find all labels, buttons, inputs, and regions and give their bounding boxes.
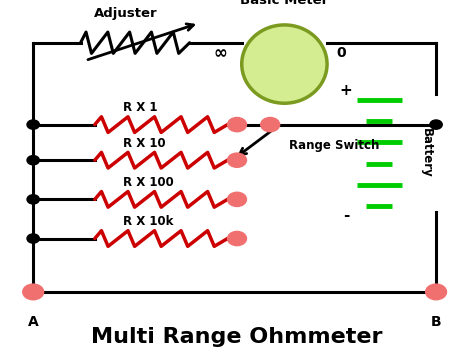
Circle shape	[27, 234, 39, 243]
Text: Adjuster: Adjuster	[94, 6, 157, 20]
Circle shape	[23, 284, 44, 300]
Text: Basic Meter: Basic Meter	[240, 0, 328, 7]
Text: 0: 0	[337, 46, 346, 61]
Text: +: +	[340, 83, 352, 98]
Text: R X 10: R X 10	[123, 137, 166, 150]
Text: R X 100: R X 100	[123, 176, 174, 189]
Text: ∞: ∞	[214, 44, 228, 62]
Circle shape	[228, 117, 246, 132]
Circle shape	[27, 120, 39, 129]
Ellipse shape	[242, 25, 327, 103]
Circle shape	[228, 153, 246, 167]
Text: A: A	[28, 315, 38, 329]
Circle shape	[228, 231, 246, 246]
Text: -: -	[343, 208, 349, 223]
Text: Battery: Battery	[420, 128, 433, 178]
Circle shape	[27, 156, 39, 165]
Circle shape	[27, 195, 39, 204]
Circle shape	[430, 120, 442, 129]
Text: R X 10k: R X 10k	[123, 215, 173, 228]
Text: Multi Range Ohmmeter: Multi Range Ohmmeter	[91, 327, 383, 347]
Circle shape	[228, 192, 246, 206]
Text: Range Switch: Range Switch	[289, 140, 380, 152]
Circle shape	[261, 117, 280, 132]
Circle shape	[426, 284, 447, 300]
Text: B: B	[431, 315, 441, 329]
Text: R X 1: R X 1	[123, 101, 158, 114]
